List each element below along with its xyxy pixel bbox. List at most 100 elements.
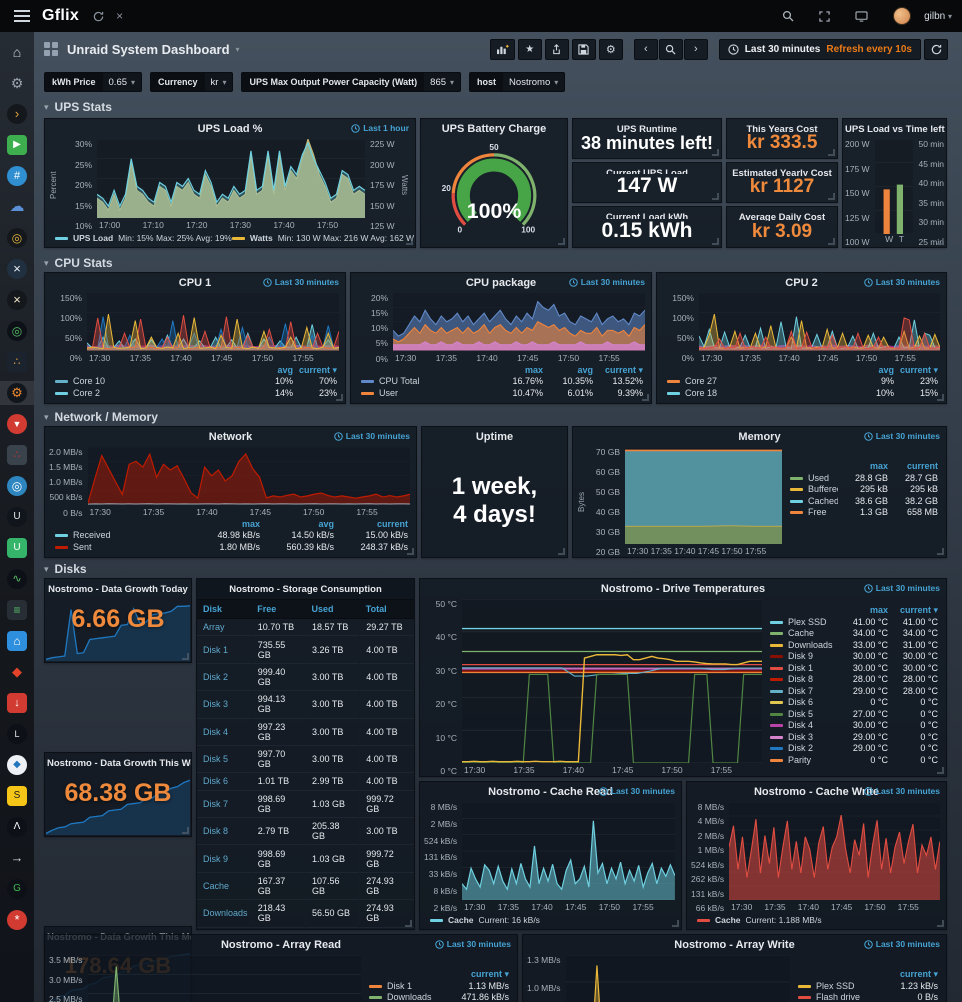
- jackett-app-icon[interactable]: Λ: [0, 815, 34, 839]
- green-u-app-icon[interactable]: U: [0, 536, 34, 560]
- legend-sort-header[interactable]: current ▾: [899, 605, 938, 615]
- section-network-memory[interactable]: ▾ Network / Memory: [44, 410, 158, 424]
- panel-title[interactable]: CPU 2: [785, 277, 818, 289]
- legend-sort-header[interactable]: avg: [878, 364, 894, 375]
- memory-chart[interactable]: [625, 447, 782, 544]
- help-buoy-app-icon[interactable]: *: [0, 908, 34, 932]
- legend-item[interactable]: Core 18 10% 15%: [667, 388, 938, 400]
- panel-title[interactable]: Network: [208, 431, 253, 443]
- column-header[interactable]: Total: [359, 600, 414, 619]
- time-range-indicator[interactable]: Last 30 minutes: [863, 786, 940, 796]
- save-button[interactable]: [571, 38, 596, 60]
- legend-sort-header[interactable]: current ▾: [298, 364, 337, 375]
- ups-bars-chart[interactable]: [874, 139, 914, 234]
- legend-item[interactable]: Watts Min: 130 W Max: 216 W Avg: 162 W: [231, 233, 414, 243]
- panel-title[interactable]: Nostromo - Array Write: [674, 939, 795, 951]
- zoom-out-button[interactable]: [658, 38, 683, 60]
- legend-item[interactable]: Used 28.8 GB 28.7 GB: [790, 473, 938, 485]
- panel-title[interactable]: Nostromo - Data Growth Today: [48, 584, 188, 595]
- settings-gear-icon[interactable]: ⚙: [10, 75, 24, 91]
- variable-ups-max-output-power-capacity-watt-[interactable]: UPS Max Output Power Capacity (Watt) 865 ▾: [241, 72, 462, 92]
- time-range-indicator[interactable]: Last 30 minutes: [262, 277, 339, 287]
- variable-currency[interactable]: Currency kr ▾: [150, 72, 234, 92]
- ups-load-chart[interactable]: [97, 139, 365, 218]
- water-drop-app-icon[interactable]: ◆: [0, 753, 34, 777]
- panel-title[interactable]: Nostromo - Data Growth This Week: [47, 758, 191, 769]
- cache-write-chart[interactable]: [729, 802, 940, 900]
- panel-title[interactable]: UPS Load vs Time left: [845, 124, 945, 135]
- column-header[interactable]: Used: [305, 600, 360, 619]
- time-range-picker[interactable]: Last 30 minutes Refresh every 10s: [718, 38, 921, 60]
- panel-title[interactable]: Nostromo - Cache Read: [488, 786, 613, 798]
- legend-sort-header[interactable]: avg: [277, 364, 293, 375]
- cross-arrows-app-icon[interactable]: ×: [0, 257, 34, 281]
- legend-sort-header[interactable]: current: [906, 461, 938, 471]
- time-range-indicator[interactable]: Last 30 minutes: [333, 431, 410, 441]
- variable-kwh-price[interactable]: kWh Price 0.65 ▾: [44, 72, 143, 92]
- dashboard-settings-button[interactable]: ⚙: [598, 38, 623, 60]
- panel-title[interactable]: CPU 1: [178, 277, 212, 289]
- time-forward-button[interactable]: ›: [683, 38, 708, 60]
- legend-item[interactable]: Cache Current: 16 kB/s: [430, 915, 540, 925]
- cloud-app-icon[interactable]: ☁: [9, 198, 25, 215]
- legend-item[interactable]: Plex SSD 1.23 kB/s: [798, 981, 938, 993]
- panel-title[interactable]: Nostromo - Storage Consumption: [197, 579, 414, 600]
- cpu-package-chart[interactable]: [393, 293, 645, 351]
- time-range-indicator[interactable]: Last 30 minutes: [863, 939, 940, 949]
- panel-title[interactable]: This Years Cost: [746, 124, 818, 132]
- legend-sort-header[interactable]: avg: [577, 364, 593, 375]
- legend-item[interactable]: CPU Total 16.76% 10.35% 13.52%: [361, 376, 643, 388]
- menu-toggle-icon[interactable]: [14, 10, 30, 22]
- home-icon[interactable]: ⌂: [12, 44, 22, 60]
- green-play-app-icon[interactable]: ▶: [0, 133, 34, 157]
- legend-sort-header[interactable]: max: [241, 518, 260, 529]
- red-cluster-app-icon[interactable]: ∴: [0, 443, 34, 467]
- network-nodes-app-icon[interactable]: ∴: [0, 350, 34, 374]
- column-header[interactable]: Free: [251, 600, 306, 619]
- legend-item[interactable]: Disk 8 28.00 °C 28.00 °C: [770, 674, 938, 686]
- gitlab-app-icon[interactable]: ◆: [12, 664, 22, 679]
- dashboard-title[interactable]: Unraid System Dashboard: [67, 41, 230, 57]
- panel-title[interactable]: UPS Load %: [197, 123, 263, 135]
- home-assistant-app-icon[interactable]: ⌂: [0, 629, 34, 653]
- time-range-indicator[interactable]: Last 30 minutes: [863, 277, 940, 287]
- blue-ring-app-icon[interactable]: ◎: [0, 474, 34, 498]
- panel-title[interactable]: UPS Battery Charge: [441, 123, 547, 135]
- time-range-indicator[interactable]: Last 30 minutes: [863, 583, 940, 593]
- user-menu[interactable]: gilbn ▾: [924, 10, 952, 22]
- array-read-chart[interactable]: [87, 955, 361, 1002]
- legend-sort-header[interactable]: max: [524, 364, 543, 375]
- legend-item[interactable]: Received 48.98 kB/s 14.50 kB/s 15.00 kB/s: [55, 530, 408, 542]
- tab-refresh-icon[interactable]: [93, 11, 104, 22]
- traffic-lights-app-icon[interactable]: ≡: [0, 598, 34, 622]
- legend-item[interactable]: Cache Current: 1.188 MB/s: [697, 915, 822, 925]
- download-arrow-app-icon[interactable]: ↓: [0, 691, 34, 715]
- time-range-indicator[interactable]: Last 30 minutes: [568, 277, 645, 287]
- temperatures-chart[interactable]: [462, 599, 762, 763]
- panel-title[interactable]: Current UPS Load: [606, 168, 688, 174]
- network-chart[interactable]: [87, 447, 410, 505]
- cache-read-chart[interactable]: [462, 802, 675, 900]
- legend-item[interactable]: User 10.47% 6.01% 9.39%: [361, 388, 643, 400]
- legend-item[interactable]: Disk 7 29.00 °C 28.00 °C: [770, 686, 938, 698]
- star-button[interactable]: ★: [517, 38, 542, 60]
- legend-item[interactable]: Core 27 9% 23%: [667, 376, 938, 388]
- legend-item[interactable]: Free 1.3 GB 658 MB: [790, 507, 938, 519]
- brand-logo[interactable]: Gflix: [42, 7, 80, 24]
- legend-item[interactable]: Cached 38.6 GB 38.2 GB: [790, 496, 938, 508]
- legend-item[interactable]: Parity 0 °C 0 °C: [770, 755, 938, 767]
- legend-item[interactable]: Disk 1 1.13 MB/s: [369, 981, 509, 993]
- panel-title[interactable]: Average Daily Cost: [738, 212, 826, 221]
- legend-sort-header[interactable]: max: [869, 461, 888, 471]
- column-header[interactable]: Disk: [197, 600, 252, 619]
- display-icon[interactable]: [855, 10, 868, 22]
- panel-title[interactable]: Nostromo - Cache Write: [753, 786, 880, 798]
- orange-arrow-app-icon[interactable]: ›: [0, 102, 34, 126]
- legend-item[interactable]: UPS Load Min: 15% Max: 25% Avg: 19%: [55, 233, 232, 243]
- panel-title[interactable]: Nostromo - Array Read: [220, 939, 341, 951]
- legend-item[interactable]: Disk 5 27.00 °C 0 °C: [770, 709, 938, 721]
- add-panel-button[interactable]: [489, 38, 515, 60]
- legend-item[interactable]: Disk 3 29.00 °C 0 °C: [770, 732, 938, 744]
- legend-sort-header[interactable]: current ▾: [604, 364, 643, 375]
